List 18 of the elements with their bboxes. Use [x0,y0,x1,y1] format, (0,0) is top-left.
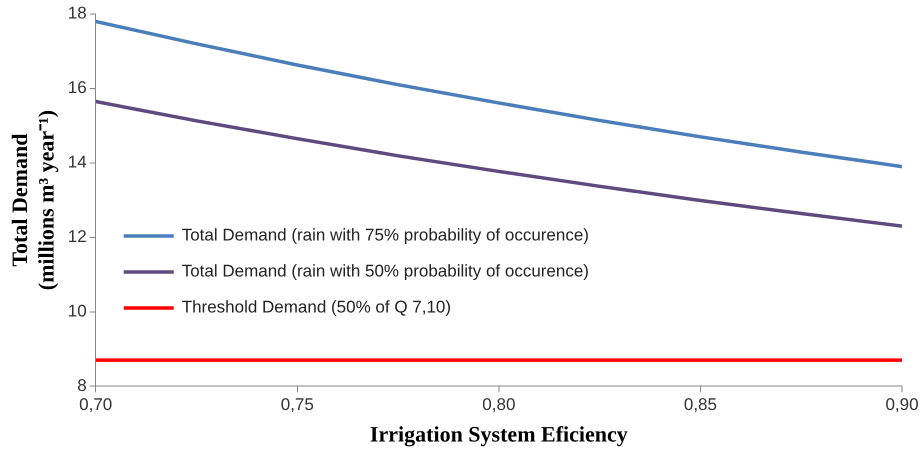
x-tick-label: 0,75 [280,395,314,414]
line-series [96,100,902,228]
x-axis-title: Irrigation System Eficiency [370,421,628,446]
y-tick-label: 14 [68,152,87,172]
x-tick-label: 0,70 [79,395,112,414]
y-tick-label: 16 [68,78,87,98]
y-tick-label: 18 [68,4,87,23]
line-series [96,20,902,168]
legend-label: Total Demand (rain with 75% probability of occurence) [182,226,589,245]
y-tick-label: 10 [68,301,87,320]
x-tick-label: 0,90 [885,395,919,414]
x-tick-label: 0,85 [684,395,717,414]
y-tick-label: 8 [77,376,87,395]
legend-label: Threshold Demand (50% of Q 7,10) [182,298,452,317]
y-axis-title: Total Demand (millions m³ year⁻¹) [6,110,58,290]
y-tick-label: 12 [68,227,87,246]
x-tick-label: 0,80 [482,395,516,414]
legend-label: Total Demand (rain with 50% probability of occurence) [182,262,589,281]
